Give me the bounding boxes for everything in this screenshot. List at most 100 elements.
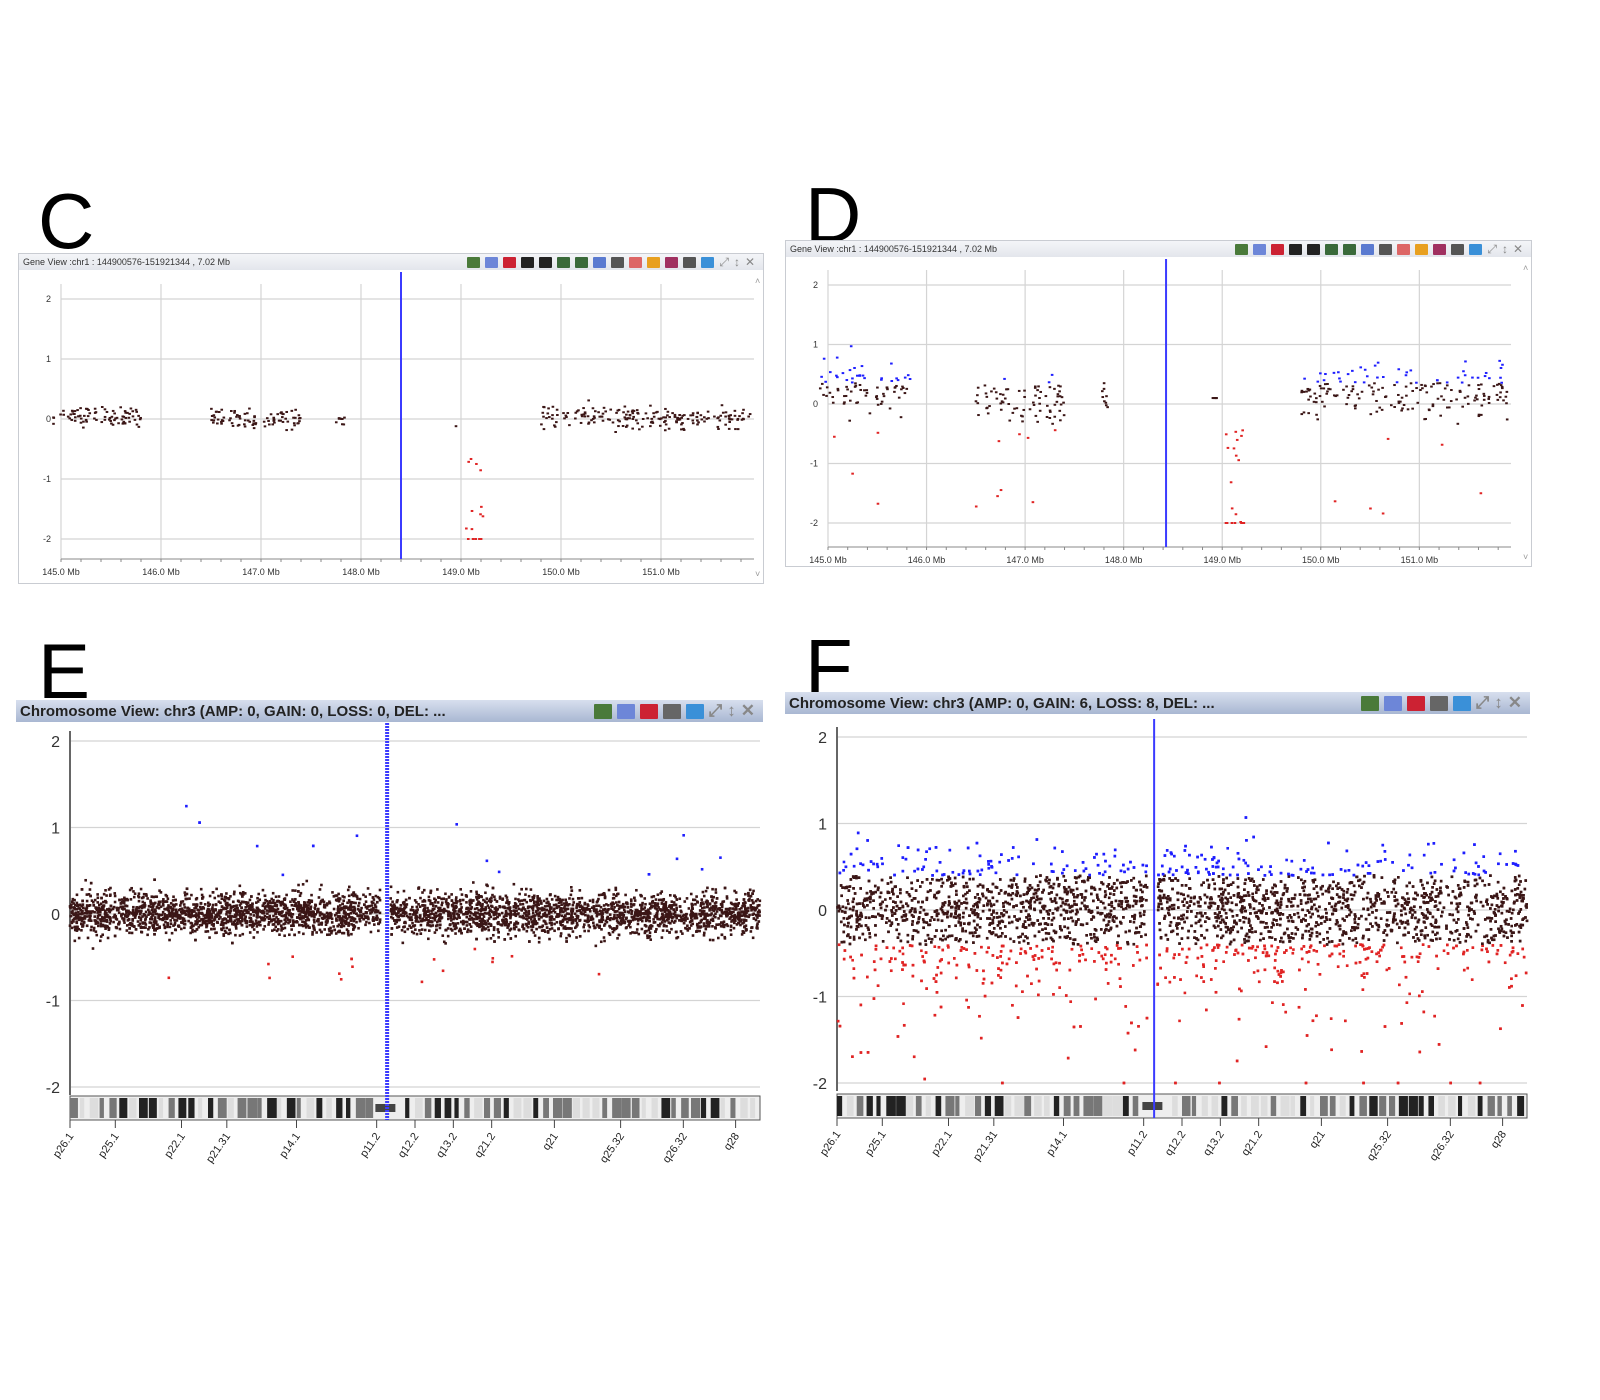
data-point xyxy=(225,919,229,923)
zoom-out-icon[interactable] xyxy=(575,256,589,268)
data-point xyxy=(431,904,435,907)
data-point xyxy=(488,913,491,916)
data-point xyxy=(229,909,232,912)
data-point xyxy=(341,902,344,906)
data-point xyxy=(423,909,427,912)
restore-icon[interactable]: ↕ xyxy=(727,701,736,720)
lines-icon[interactable] xyxy=(1253,243,1267,255)
data-point xyxy=(70,409,74,412)
data-point xyxy=(234,927,238,930)
eye-icon[interactable] xyxy=(611,256,625,268)
data-point xyxy=(158,889,161,892)
data-point xyxy=(1307,388,1311,391)
data-point xyxy=(412,931,416,935)
data-point xyxy=(200,923,204,927)
refresh-icon[interactable] xyxy=(1469,243,1483,255)
data-point xyxy=(633,914,636,918)
data-point xyxy=(309,913,312,917)
data-point xyxy=(523,912,526,915)
data-point xyxy=(490,910,494,914)
image-icon[interactable] xyxy=(629,256,643,268)
lines-icon[interactable] xyxy=(485,256,499,268)
data-point xyxy=(357,901,361,905)
close-icon[interactable]: ✕ xyxy=(1512,242,1523,256)
data-point xyxy=(441,901,444,905)
data-point xyxy=(616,409,620,412)
data-point xyxy=(377,896,381,900)
data-point xyxy=(169,922,173,926)
pin-icon[interactable]: ⤢ xyxy=(719,254,729,269)
data-point xyxy=(464,912,467,916)
data-point xyxy=(1502,399,1505,402)
y-tick-label: 2 xyxy=(51,734,60,751)
data-point xyxy=(531,911,535,915)
data-point xyxy=(607,418,610,421)
data-point xyxy=(195,912,198,915)
zoom-out-icon[interactable] xyxy=(1343,243,1357,255)
zoom-in-icon[interactable] xyxy=(1325,243,1339,255)
export-icon[interactable] xyxy=(683,256,697,268)
data-point xyxy=(336,909,340,913)
triangle-down-icon[interactable] xyxy=(521,256,535,268)
color-bar-icon[interactable] xyxy=(1271,243,1285,255)
data-point xyxy=(599,940,603,944)
restore-icon[interactable]: ↕ xyxy=(1501,242,1508,256)
data-point xyxy=(598,913,601,916)
triangle-up-icon[interactable] xyxy=(539,256,553,268)
data-point xyxy=(267,419,270,422)
close-icon[interactable]: ✕ xyxy=(744,255,755,269)
flag-icon[interactable] xyxy=(1433,243,1447,255)
eye-icon[interactable] xyxy=(1379,243,1393,255)
data-point xyxy=(112,920,115,924)
data-point xyxy=(138,912,142,916)
bar-chart-icon[interactable] xyxy=(647,256,661,268)
genome-icon[interactable] xyxy=(1235,243,1249,255)
flag-icon[interactable] xyxy=(639,703,658,719)
data-point xyxy=(397,918,400,922)
data-point xyxy=(105,918,109,922)
data-point xyxy=(200,918,203,921)
close-icon[interactable]: ✕ xyxy=(740,701,755,720)
data-point xyxy=(595,914,599,918)
data-point xyxy=(243,425,247,428)
data-point xyxy=(1326,382,1329,385)
pin-icon[interactable]: ⤢ xyxy=(708,701,723,720)
data-point xyxy=(882,392,885,395)
data-point xyxy=(548,909,551,913)
lines-icon[interactable] xyxy=(616,703,635,719)
data-point xyxy=(410,918,414,922)
data-point xyxy=(1476,376,1480,379)
color-bar-icon[interactable] xyxy=(503,256,517,268)
refresh-icon[interactable] xyxy=(701,256,715,268)
pin-icon[interactable]: ⤢ xyxy=(1487,241,1497,256)
data-point xyxy=(158,900,162,904)
data-point xyxy=(728,910,732,913)
table-icon[interactable] xyxy=(593,256,607,268)
data-point xyxy=(402,889,406,893)
data-point xyxy=(300,906,303,910)
bar-chart-icon[interactable] xyxy=(1415,243,1429,255)
genome-icon[interactable] xyxy=(593,703,612,719)
triangle-up-icon[interactable] xyxy=(1307,243,1321,255)
table-icon[interactable] xyxy=(1361,243,1375,255)
triangle-down-icon[interactable] xyxy=(1289,243,1303,255)
data-point xyxy=(414,909,417,912)
refresh-icon[interactable] xyxy=(685,703,704,719)
zoom-in-icon[interactable] xyxy=(557,256,571,268)
data-point xyxy=(533,900,536,904)
image-icon[interactable] xyxy=(1397,243,1411,255)
genome-icon[interactable] xyxy=(467,256,481,268)
export-icon[interactable] xyxy=(662,703,681,719)
restore-icon[interactable]: ↕ xyxy=(733,255,740,269)
data-point xyxy=(728,421,731,424)
export-icon[interactable] xyxy=(1451,243,1465,255)
data-point xyxy=(636,922,640,926)
data-point xyxy=(568,424,571,427)
data-point xyxy=(485,859,489,863)
data-point xyxy=(263,914,267,918)
data-point xyxy=(1057,384,1060,387)
data-point xyxy=(278,919,281,923)
data-point xyxy=(133,911,137,915)
data-point xyxy=(492,917,496,921)
flag-icon[interactable] xyxy=(665,256,679,268)
